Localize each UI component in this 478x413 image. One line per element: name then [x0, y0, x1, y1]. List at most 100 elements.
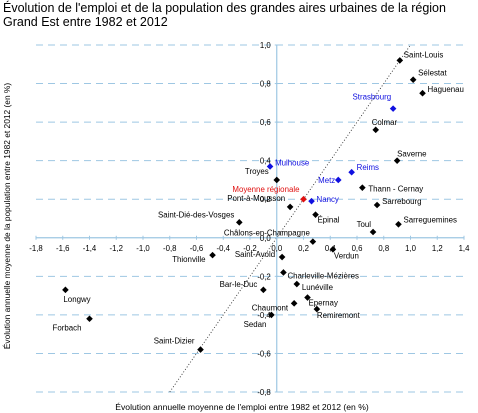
data-point-marker — [359, 184, 366, 191]
data-point-label: Toul — [357, 220, 372, 229]
data-point-marker — [86, 315, 93, 323]
data-point-marker — [334, 176, 342, 184]
y-tick-label: -0,8 — [257, 388, 270, 397]
x-tick-label: -0,2 — [243, 244, 256, 253]
data-point-marker — [260, 286, 267, 294]
x-tick-label: -1,0 — [136, 244, 150, 253]
y-tick-label: -0,6 — [257, 349, 270, 358]
x-tick-label: 1,0 — [405, 244, 417, 253]
data-point-marker — [393, 157, 401, 164]
data-point-label: Saint-Louis — [404, 50, 444, 59]
diagonal-line — [169, 44, 411, 393]
data-point-marker — [236, 219, 243, 226]
data-point-label: Sedan — [244, 320, 267, 329]
data-point-marker — [273, 176, 281, 184]
y-tick-label: 1,0 — [260, 41, 272, 50]
data-point-marker — [209, 251, 216, 259]
data-point-label: Colmar — [372, 118, 398, 127]
data-point-label: Thann - Cernay — [368, 185, 423, 194]
x-tick-label: -0,6 — [190, 244, 203, 253]
data-point-label: Forbach — [53, 324, 82, 333]
chart-subtitle: Grand Est entre 1982 et 2012 — [3, 15, 168, 29]
data-point-marker — [395, 220, 402, 228]
x-axis-label: Évolution annuelle moyenne de l'emploi e… — [115, 402, 369, 412]
data-point-label: Epernay — [309, 299, 338, 308]
chart-title: Évolution de l'emploi et de la populatio… — [3, 1, 446, 15]
data-point-marker — [312, 211, 319, 218]
data-point-marker — [419, 89, 426, 97]
point-labels: Saint-Louis Sélestat Haguenau Strasbourg Col… — [53, 50, 464, 345]
data-point-marker — [62, 286, 69, 294]
data-point-label: Saint-Dié-des-Vosges — [158, 210, 234, 219]
data-point-marker — [372, 126, 380, 134]
y-tick-label: 0,8 — [260, 80, 271, 89]
data-point-marker — [409, 76, 417, 83]
x-tick-label: 0,2 — [298, 244, 309, 253]
data-point-label: Haguenau — [428, 85, 464, 94]
x-tick-labels: -1,8 -1,6 -1,4 -1,2 -1,0 -0,8 -0,6 -0,4 -0,2 0,0 0… — [29, 244, 470, 253]
data-point-label: Bar-le-Duc — [220, 280, 258, 289]
data-point-marker — [197, 346, 204, 353]
x-tick-label: 0,6 — [352, 244, 363, 253]
data-point-marker — [329, 246, 337, 253]
data-point-marker — [290, 300, 298, 307]
x-tick-label: -1,6 — [56, 244, 69, 253]
data-point-label: Remiremont — [317, 311, 361, 320]
data-point-marker — [280, 269, 287, 276]
data-points — [62, 57, 426, 353]
data-point-marker — [300, 195, 307, 203]
x-tick-label: -1,4 — [83, 244, 97, 253]
data-point-label: Metz — [318, 176, 335, 185]
data-point-marker — [308, 197, 315, 205]
y-tick-label: 0,2 — [260, 195, 271, 204]
data-point-marker — [278, 253, 286, 261]
data-point-marker — [369, 228, 377, 236]
x-tick-label: -0,4 — [217, 244, 231, 253]
data-point-label: Sélestat — [418, 69, 447, 78]
x-tick-label: -0,8 — [163, 244, 176, 253]
x-tick-label: 0,8 — [378, 244, 389, 253]
y-tick-label: 0,6 — [260, 118, 271, 127]
data-point-marker — [389, 105, 397, 112]
x-tick-label: -1,8 — [29, 244, 42, 253]
data-point-label: Saverne — [397, 150, 427, 159]
data-point-label: Nancy — [317, 195, 339, 204]
x-tick-label: 0,0 — [271, 244, 283, 253]
data-point-label: Saint-Dizier — [154, 337, 195, 346]
data-point-marker — [286, 203, 294, 211]
data-point-label: Sarreguemines — [403, 215, 457, 224]
axes — [35, 44, 465, 393]
y-tick-label: 0,0 — [260, 234, 272, 243]
data-point-marker — [293, 280, 301, 288]
data-point-label: Longwy — [63, 295, 90, 304]
y-axis-label: Évolution annuelle moyenne de la populat… — [2, 83, 12, 350]
data-point-label: Mulhouse — [275, 158, 310, 167]
data-point-marker — [396, 57, 404, 64]
data-point-marker — [309, 238, 317, 245]
data-point-label: Charleville-Mézières — [287, 271, 359, 280]
data-point-label: Sarrebourg — [382, 197, 421, 206]
data-point-marker — [266, 163, 274, 170]
diagonal-reference-line — [169, 44, 411, 393]
data-point-marker — [313, 305, 321, 313]
x-tick-label: 0,4 — [325, 244, 337, 253]
y-tick-label: -0,2 — [257, 272, 270, 281]
grid — [36, 44, 464, 393]
y-tick-label: -0,4 — [257, 311, 271, 320]
data-point-marker — [268, 311, 275, 319]
data-point-label: Strasbourg — [353, 93, 392, 102]
data-point-label: Pont-à-Mousson — [227, 194, 285, 203]
x-tick-label: 1,4 — [459, 244, 471, 253]
data-point-label: Chaumont — [252, 303, 289, 312]
x-tick-label: -1,2 — [110, 244, 123, 253]
data-point-label: Troyes — [245, 167, 269, 176]
data-point-label: Reims — [357, 163, 379, 172]
data-point-label: Lunéville — [302, 283, 334, 292]
y-tick-labels: 1,0 0,8 0,6 0,4 0,2 0,0 -0,2 -0,4 -0,6 -0,8 — [257, 41, 271, 397]
data-point-marker — [348, 168, 355, 176]
data-point-marker — [304, 294, 311, 301]
x-tick-label: 1,2 — [432, 244, 443, 253]
data-point-label: Thionville — [172, 255, 206, 264]
